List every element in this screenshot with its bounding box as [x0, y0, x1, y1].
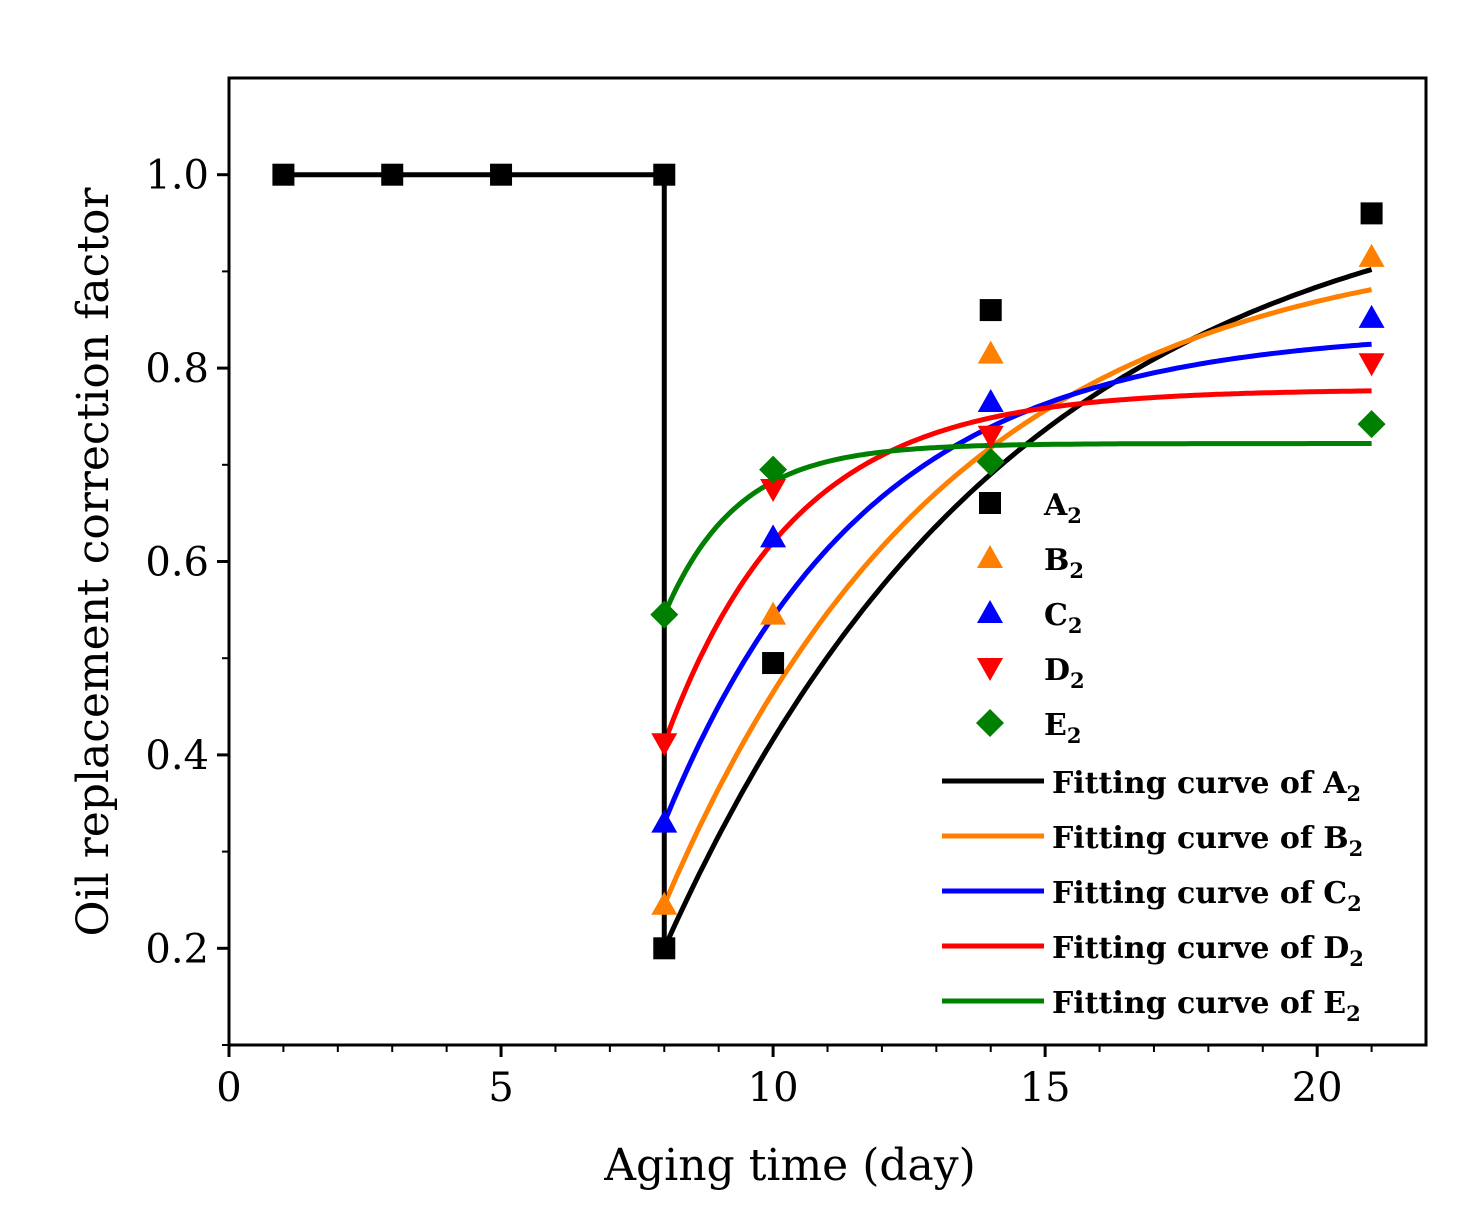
x-tick-label: 0 — [216, 1065, 241, 1111]
legend-marker-a — [979, 492, 1001, 514]
legend: A2 B2 C2 D2 E2 Fitting curve of A2 Fitting cur… — [942, 488, 1364, 1026]
point-b — [1358, 243, 1385, 267]
y-tick-label: 0.8 — [145, 346, 209, 392]
fit-curve-e — [662, 441, 1372, 616]
point-e — [976, 447, 1005, 476]
legend-marker-e — [976, 709, 1004, 737]
x-tick-label: 20 — [1292, 1065, 1343, 1111]
legend-fit-label-c: Fitting curve of C2 — [1052, 876, 1362, 916]
y-tick-label: 0.6 — [145, 540, 209, 586]
point-c — [977, 388, 1004, 412]
legend-fit-label-e: Fitting curve of E2 — [1052, 986, 1361, 1026]
point-b — [760, 601, 787, 625]
data-points — [650, 202, 1386, 960]
baseline-point — [653, 163, 676, 186]
point-d — [977, 425, 1004, 449]
point-a — [1360, 202, 1383, 225]
legend-label-e: E2 — [1044, 708, 1082, 748]
legend-fit-label-b: Fitting curve of B2 — [1052, 821, 1363, 861]
y-axis-title: Oil replacement correction factor — [68, 187, 119, 937]
baseline-series — [272, 163, 676, 949]
fit-curve-a — [662, 267, 1373, 950]
baseline-point — [272, 163, 295, 186]
x-tick-label: 15 — [1020, 1065, 1071, 1111]
baseline-point — [490, 163, 513, 186]
y-tick-label: 1.0 — [145, 153, 209, 199]
fit-curve-b — [662, 287, 1373, 906]
axis-ticks: 0 5 10 15 20 0.2 0.4 0.6 0.8 1.0 — [145, 153, 1373, 1111]
point-c — [1358, 304, 1385, 328]
baseline-line — [283, 172, 667, 949]
legend-marker-c — [977, 600, 1003, 623]
point-e — [1357, 410, 1386, 439]
legend-label-d: D2 — [1044, 653, 1085, 693]
point-b — [651, 891, 678, 915]
point-d — [1358, 353, 1385, 377]
point-e — [759, 455, 788, 484]
point-d — [651, 733, 678, 757]
y-tick-label: 0.4 — [145, 733, 209, 779]
legend-label-b: B2 — [1044, 543, 1084, 583]
fit-curve-d — [661, 388, 1372, 745]
legend-marker-d — [977, 658, 1003, 681]
x-tick-label: 5 — [488, 1065, 513, 1111]
legend-label-c: C2 — [1044, 598, 1083, 638]
legend-fit-label-d: Fitting curve of D2 — [1052, 931, 1364, 971]
x-axis-title: Aging time (day) — [603, 1140, 976, 1191]
legend-marker-b — [977, 545, 1003, 568]
point-d — [760, 478, 787, 502]
point-a — [762, 652, 785, 675]
point-a — [979, 299, 1002, 322]
point-a — [653, 937, 676, 960]
fit-curves — [661, 267, 1373, 950]
legend-label-a: A2 — [1043, 488, 1082, 528]
point-e — [650, 600, 679, 629]
y-tick-label: 0.2 — [145, 926, 209, 972]
legend-fit-label-a: Fitting curve of A2 — [1052, 766, 1361, 806]
fit-curve-c — [661, 341, 1372, 824]
baseline-point — [381, 163, 404, 186]
point-b — [977, 340, 1004, 364]
point-c — [651, 809, 678, 833]
point-c — [760, 524, 787, 548]
x-tick-label: 10 — [748, 1065, 799, 1111]
